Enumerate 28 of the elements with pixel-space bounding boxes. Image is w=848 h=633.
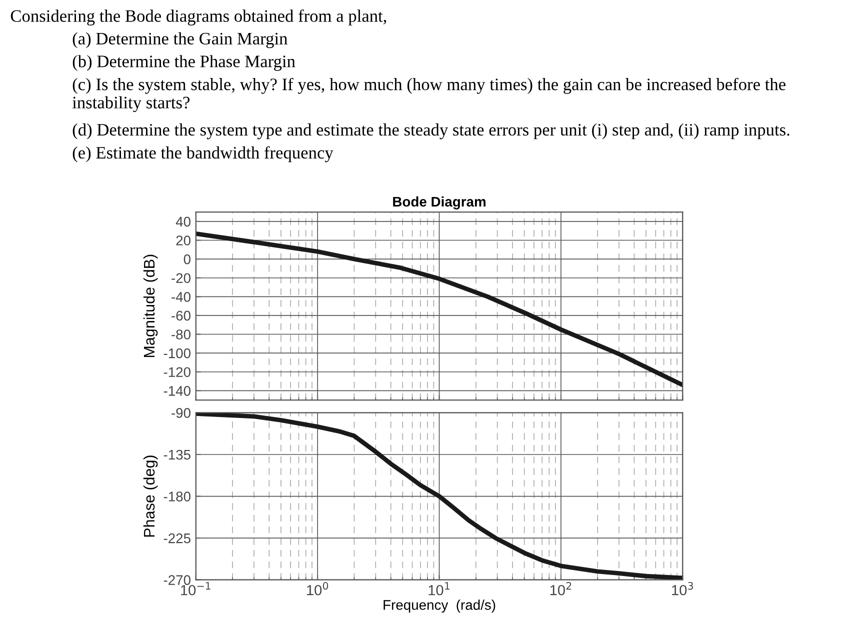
text: (b) Determine the Phase Margin (72, 55, 296, 71)
text: (c) Is the system stable, why? If yes, how much (how many times) the gain can be increased before the instability starts? (72, 78, 786, 112)
x-axis-title: Frequency (rad/s) (384, 600, 496, 613)
text: (a) Determine the Gain Margin (72, 32, 288, 48)
y-tick-label: -40 (172, 292, 190, 302)
x-tick-label: 10$^{0}$ (307, 582, 328, 596)
y-tick-label: -120 (164, 367, 190, 378)
y-tick-label: -135 (164, 450, 190, 460)
y-tick-label: -60 (172, 310, 190, 321)
y-tick-label: -100 (164, 348, 190, 358)
text: Considering the Bode diagrams obtained from a plant, (10, 9, 386, 26)
y-axis-title: Phase (deg) (143, 456, 158, 537)
text: (e) Estimate the bandwidth frequency (72, 146, 334, 162)
y-tick-label: -180 (164, 492, 190, 502)
y-tick-label: 0 (184, 254, 190, 264)
y-tick-label: -90 (172, 408, 190, 418)
x-tick-label: 10$^{1}$ (428, 582, 450, 596)
y-tick-label: -80 (172, 330, 190, 340)
chart-title: Bode Diagram (393, 196, 486, 210)
y-tick-label: -225 (164, 533, 190, 544)
x-tick-label: 10$^{3}$ (672, 582, 694, 596)
y-tick-label: 40 (176, 216, 190, 227)
y-tick-label: -20 (172, 273, 190, 284)
x-tick-label: 10$^{2}$ (550, 582, 572, 596)
y-tick-label: 20 (176, 236, 190, 246)
y-axis-title: Magnitude (dB) (143, 254, 158, 358)
text: (d) Determine the system type and estimate the steady state errors per unit (i) step and, (ii) ramp inputs. (72, 123, 790, 140)
y-tick-label: -140 (164, 386, 190, 396)
